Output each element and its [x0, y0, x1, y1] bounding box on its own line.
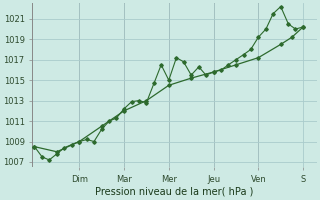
X-axis label: Pression niveau de la mer( hPa ): Pression niveau de la mer( hPa ) — [95, 187, 253, 197]
